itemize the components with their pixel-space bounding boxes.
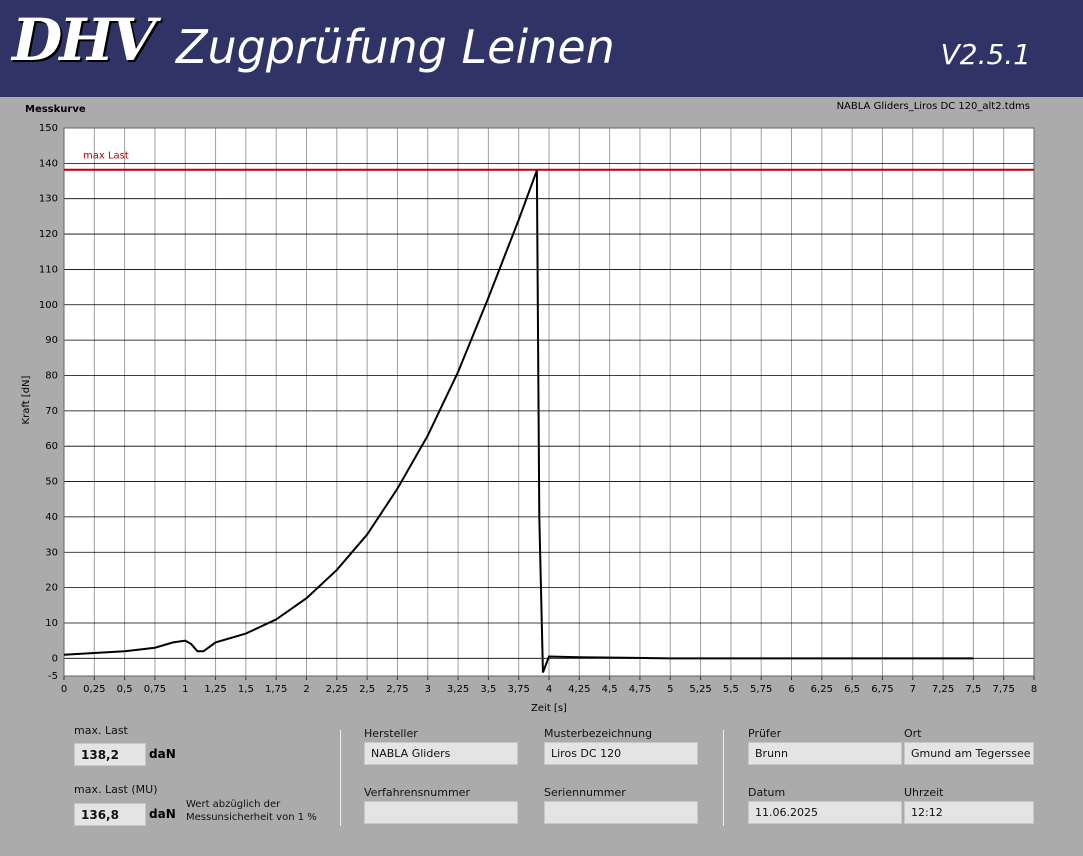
field-label: max. Last (MU)	[74, 783, 158, 796]
annotation: max Last	[83, 151, 129, 162]
y-tick-label: 50	[45, 477, 58, 488]
y-tick-label: 130	[39, 194, 58, 205]
x-tick-label: 7,75	[993, 684, 1015, 695]
y-axis-label: Kraft [dN]	[21, 375, 32, 424]
text-field[interactable]: Liros DC 120	[544, 742, 698, 765]
x-tick-label: 5,5	[723, 684, 739, 695]
unit: daN	[149, 747, 176, 761]
x-axis-label: Zeit [s]	[531, 703, 567, 714]
text-field[interactable]: 12:12	[904, 801, 1034, 824]
x-tick-label: 2,5	[359, 684, 375, 695]
value-box: 138,2	[74, 743, 146, 766]
y-tick-label: 30	[45, 547, 58, 558]
text-field[interactable]: Brunn	[748, 742, 902, 765]
chart-title: Messkurve	[25, 104, 86, 115]
y-tick-label: 90	[45, 335, 58, 346]
logo: DHV	[12, 6, 156, 74]
chart: Messkurve NABLA Gliders_Liros DC 120_alt…	[21, 101, 1037, 714]
x-tick-label: 1,5	[238, 684, 254, 695]
chart-subtitle: NABLA Gliders_Liros DC 120_alt2.tdms	[837, 101, 1030, 112]
note: Wert abzüglich der	[186, 799, 281, 810]
text-field[interactable]: NABLA Gliders	[364, 742, 518, 765]
x-tick-label: 2	[303, 684, 309, 695]
field-label: Datum	[748, 786, 786, 799]
y-tick-label: 20	[45, 583, 58, 594]
y-tick-label: 10	[45, 618, 58, 629]
text-field[interactable]	[544, 801, 698, 824]
field-label: Verfahrensnummer	[364, 786, 470, 799]
y-tick-label: 60	[45, 441, 58, 452]
y-tick-label: 110	[39, 264, 58, 275]
x-tick-label: 6,5	[844, 684, 860, 695]
x-tick-label: 7,5	[965, 684, 981, 695]
x-tick-label: 3	[425, 684, 431, 695]
x-tick-label: 4,25	[568, 684, 590, 695]
header: DHV Zugprüfung Leinen V2.5.1	[0, 0, 1083, 97]
field-label: max. Last	[74, 724, 128, 737]
x-tick-label: 1,75	[265, 684, 287, 695]
field-label: Uhrzeit	[904, 786, 944, 799]
text-field[interactable]	[364, 801, 518, 824]
field-label: Seriennummer	[544, 786, 626, 799]
separator	[723, 730, 724, 826]
x-tick-label: 6	[788, 684, 794, 695]
x-tick-label: 0	[61, 684, 67, 695]
unit: daN	[149, 807, 176, 821]
x-tick-label: 3,5	[480, 684, 496, 695]
x-tick-label: 2,25	[326, 684, 348, 695]
value-box: 136,8	[74, 803, 146, 826]
force-curve	[63, 170, 974, 673]
field-label: Hersteller	[364, 727, 418, 740]
x-tick-label: 6,25	[811, 684, 833, 695]
y-tick-label: 70	[45, 406, 58, 417]
y-tick-label: 100	[39, 300, 58, 311]
x-tick-label: 7	[910, 684, 916, 695]
y-tick-label: 0	[52, 653, 58, 664]
x-tick-label: 0,25	[83, 684, 105, 695]
separator	[340, 730, 341, 826]
x-tick-label: 4,5	[602, 684, 618, 695]
x-tick-label: 4	[546, 684, 552, 695]
x-tick-label: 7,25	[932, 684, 954, 695]
y-tick-label: 150	[39, 123, 58, 134]
y-tick-label: 80	[45, 370, 58, 381]
x-tick-label: 3,75	[508, 684, 530, 695]
y-tick-label: 40	[45, 512, 58, 523]
x-tick-label: 0,75	[144, 684, 166, 695]
x-tick-label: 5,75	[750, 684, 772, 695]
x-tick-label: 1	[182, 684, 188, 695]
x-tick-label: 4,75	[629, 684, 651, 695]
field-label: Prüfer	[748, 727, 782, 740]
app-title: Zugprüfung Leinen	[176, 20, 615, 74]
plot-frame	[63, 127, 1035, 677]
y-tick-label: 120	[39, 229, 58, 240]
x-tick-label: 0,5	[117, 684, 133, 695]
x-tick-label: 5	[667, 684, 673, 695]
x-tick-label: 5,25	[689, 684, 711, 695]
field-label: Musterbezeichnung	[544, 727, 653, 740]
note: Messunsicherheit von 1 %	[186, 812, 317, 823]
x-tick-label: 3,25	[447, 684, 469, 695]
y-tick-label: -5	[48, 671, 58, 682]
x-tick-label: 6,75	[871, 684, 893, 695]
field-label: Ort	[904, 727, 922, 740]
version: V2.5.1	[940, 38, 1031, 71]
x-tick-label: 2,75	[386, 684, 408, 695]
text-field[interactable]: Gmund am Tegerssee	[904, 742, 1034, 765]
x-tick-label: 8	[1031, 684, 1037, 695]
text-field[interactable]: 11.06.2025	[748, 801, 902, 824]
y-tick-label: 140	[39, 158, 58, 169]
x-tick-label: 1,25	[204, 684, 226, 695]
